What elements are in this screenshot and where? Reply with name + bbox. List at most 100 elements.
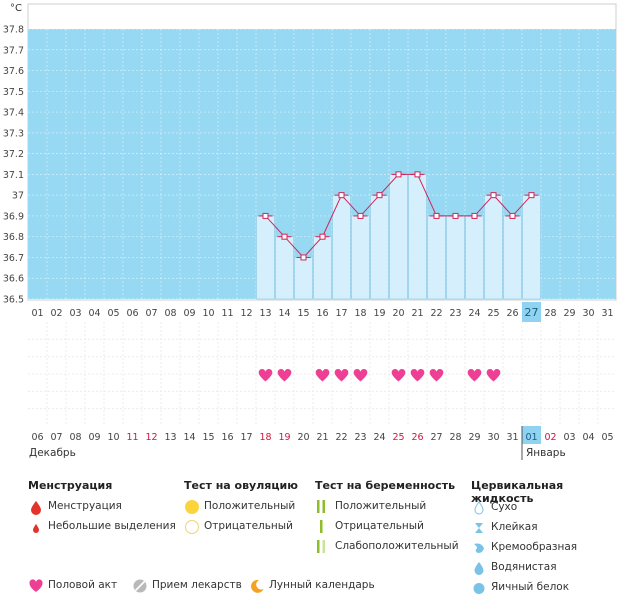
calendar-date-label: 10: [107, 432, 119, 443]
cycle-day-label[interactable]: 07: [145, 308, 157, 319]
y-tick-label: 37: [12, 191, 24, 202]
temperature-point-day-22[interactable]: [433, 212, 440, 219]
temperature-bar-day-26: [503, 215, 522, 300]
temperature-point-day-18[interactable]: [357, 212, 364, 219]
cycle-day-label[interactable]: 24: [468, 308, 480, 319]
temperature-point-day-21[interactable]: [414, 171, 421, 178]
calendar-date-label: 26: [411, 432, 423, 443]
y-tick-label: 36.9: [3, 211, 24, 222]
temperature-point-day-17[interactable]: [338, 192, 345, 199]
y-tick-label: 37.1: [3, 170, 24, 181]
intercourse-heart-day-22[interactable]: [429, 368, 444, 382]
intercourse-heart-day-18[interactable]: [353, 368, 368, 382]
month-end-label: Январь: [526, 447, 566, 459]
cycle-day-label[interactable]: 11: [221, 308, 233, 319]
cycle-day-label[interactable]: 31: [601, 308, 613, 319]
intercourse-heart-day-14[interactable]: [277, 368, 292, 382]
cycle-day-label[interactable]: 08: [164, 308, 176, 319]
cycle-day-label[interactable]: 19: [373, 308, 385, 319]
temperature-point-day-26[interactable]: [509, 212, 516, 219]
highlighted-date-cell: [522, 426, 541, 444]
intercourse-heart-day-13[interactable]: [258, 368, 273, 382]
temperature-bar-day-14: [275, 236, 294, 300]
cycle-day-label[interactable]: 20: [392, 308, 404, 319]
cycle-day-label[interactable]: 01: [31, 308, 43, 319]
creamy-drop-icon: [474, 543, 484, 553]
calendar-date-label: 27: [430, 432, 442, 443]
cycle-day-label[interactable]: 30: [582, 308, 594, 319]
calendar-date-label: 30: [487, 432, 499, 443]
temperature-point-day-15[interactable]: [300, 254, 307, 261]
temperature-point-day-14[interactable]: [281, 233, 288, 240]
cycle-day-label[interactable]: 22: [430, 308, 442, 319]
cycle-day-label[interactable]: 25: [487, 308, 499, 319]
temperature-point-day-25[interactable]: [490, 192, 497, 199]
calendar-date-label: 21: [316, 432, 328, 443]
cycle-day-label[interactable]: 26: [506, 308, 518, 319]
cycle-day-label[interactable]: 05: [107, 308, 119, 319]
legend-bottom: Половой акт Прием лекарств Лунный календ…: [28, 578, 448, 595]
blood-drop-icon: [31, 501, 41, 515]
temperature-bar-day-15: [294, 257, 313, 300]
filled-circle-icon: [185, 500, 199, 514]
cycle-day-label[interactable]: 03: [69, 308, 81, 319]
cycle-day-label[interactable]: 12: [240, 308, 252, 319]
cycle-day-label[interactable]: 15: [297, 308, 309, 319]
legend-menstruation-title: Менструация: [28, 479, 113, 492]
calendar-date-label: 04: [582, 432, 594, 443]
temperature-point-day-13[interactable]: [262, 212, 269, 219]
calendar-date-label: 05: [601, 432, 613, 443]
temperature-bar-day-16: [313, 236, 332, 300]
temperature-point-day-27[interactable]: [528, 192, 535, 199]
cycle-day-label[interactable]: 27: [525, 306, 539, 319]
small-blood-drop-icon: [33, 524, 39, 533]
intercourse-heart-day-20[interactable]: [391, 368, 406, 382]
cycle-day-label[interactable]: 21: [411, 308, 423, 319]
calendar-date-label: 25: [392, 432, 404, 443]
cycle-day-label[interactable]: 02: [50, 308, 62, 319]
intercourse-heart-day-17[interactable]: [334, 368, 349, 382]
temperature-point-day-20[interactable]: [395, 171, 402, 178]
temperature-point-day-19[interactable]: [376, 192, 383, 199]
cycle-day-label[interactable]: 28: [544, 308, 556, 319]
intercourse-heart-day-21[interactable]: [410, 368, 425, 382]
temperature-point-day-23[interactable]: [452, 212, 459, 219]
temperature-point-day-24[interactable]: [471, 212, 478, 219]
temperature-bar-day-21: [408, 174, 427, 300]
cycle-day-label[interactable]: 23: [449, 308, 461, 319]
cycle-day-label[interactable]: 13: [259, 308, 271, 319]
temperature-bar-day-24: [465, 215, 484, 300]
calendar-date-label: 28: [449, 432, 461, 443]
heart-icon: [29, 579, 43, 592]
cycle-day-label[interactable]: 29: [563, 308, 575, 319]
moon-icon: [251, 579, 264, 593]
cycle-day-label[interactable]: 14: [278, 308, 290, 319]
cycle-day-label[interactable]: 16: [316, 308, 328, 319]
cycle-day-label[interactable]: 09: [183, 308, 195, 319]
cycle-day-label[interactable]: 17: [335, 308, 347, 319]
calendar-date-label: 24: [373, 432, 385, 443]
cycle-day-label[interactable]: 10: [202, 308, 214, 319]
y-tick-label: 36.8: [3, 232, 24, 243]
y-tick-label: 37.8: [3, 25, 24, 36]
cycle-day-label[interactable]: 18: [354, 308, 366, 319]
temperature-point-day-16[interactable]: [319, 233, 326, 240]
intercourse-heart-day-24[interactable]: [467, 368, 482, 382]
temperature-bar-day-18: [351, 215, 370, 300]
double-line-icon: [317, 500, 325, 513]
calendar-date-label: 31: [506, 432, 518, 443]
calendar-date-label: 16: [221, 432, 233, 443]
calendar-date-label: 29: [468, 432, 480, 443]
calendar-date-label: 01: [525, 432, 537, 443]
intercourse-heart-day-25[interactable]: [486, 368, 501, 382]
legend-cervical-fluid: Цервикальная жидкость Сухо Клейкая Кремо…: [471, 479, 621, 594]
cycle-day-label[interactable]: 06: [126, 308, 138, 319]
temperature-bar-day-27: [522, 194, 541, 300]
cycle-day-label[interactable]: 04: [88, 308, 100, 319]
legend-ovulation-test: Тест на овуляцию Положительный Отрицател…: [184, 479, 314, 549]
legend-menstruation: Менструация Менструация Небольшие выделе…: [28, 479, 178, 549]
legend-pregnancy-title: Тест на беременность: [315, 479, 456, 492]
calendar-date-label: 17: [240, 432, 252, 443]
intercourse-heart-day-16[interactable]: [315, 368, 330, 382]
y-tick-label: 36.7: [3, 253, 24, 264]
